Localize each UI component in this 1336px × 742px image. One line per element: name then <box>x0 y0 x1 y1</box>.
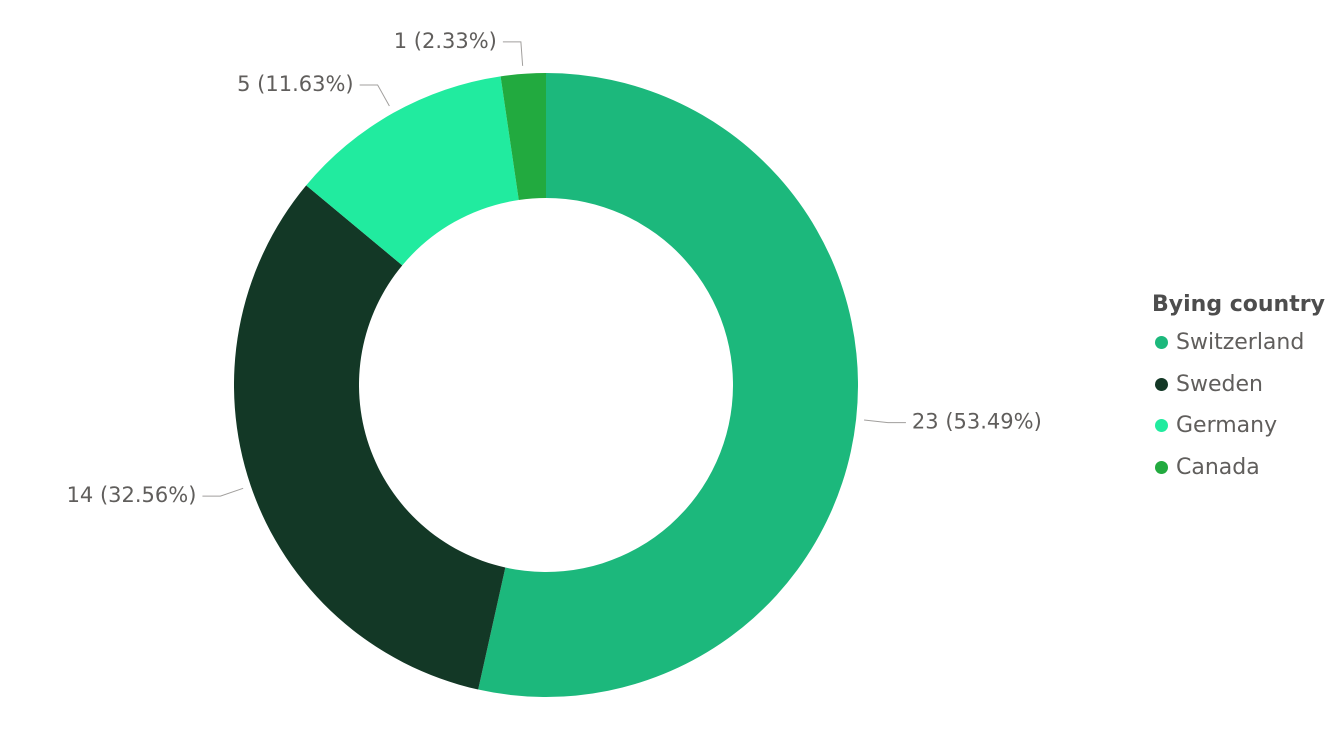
data-labels-layer: 23 (53.49%) 14 (32.56%) 5 (11.63%) 1 (2.33%… <box>67 29 1042 507</box>
leader-line-sweden <box>202 487 244 497</box>
legend-label: Switzerland <box>1176 330 1305 356</box>
slice-sweden[interactable] <box>234 185 506 690</box>
legend-label: Sweden <box>1176 371 1263 397</box>
legend-dot-icon <box>1155 419 1168 433</box>
legend-item-germany[interactable]: Germany <box>1152 405 1336 447</box>
legend-item-sweden[interactable]: Sweden <box>1152 364 1336 406</box>
legend-label: Canada <box>1176 454 1260 480</box>
data-label-canada: 1 (2.33%) <box>394 29 497 53</box>
slice-canada[interactable] <box>500 73 546 200</box>
leader-line-canada <box>502 41 524 66</box>
leader-line-germany <box>359 84 390 107</box>
data-label-germany: 5 (11.63%) <box>237 72 354 96</box>
data-label-switzerland: 23 (53.49%) <box>912 410 1042 434</box>
legend-title: Bying country <box>1152 292 1325 317</box>
legend: Bying country Switzerland Sweden Germany Ca… <box>1152 288 1336 488</box>
slice-switzerland[interactable] <box>478 73 859 697</box>
slice-germany[interactable] <box>306 76 519 266</box>
leader-lines-layer <box>202 41 906 497</box>
data-label-sweden: 14 (32.56%) <box>67 483 197 507</box>
slices-layer <box>234 73 859 697</box>
legend-item-switzerland[interactable]: Switzerland <box>1152 322 1336 364</box>
legend-label: Germany <box>1176 413 1278 439</box>
legend-dot-icon <box>1155 460 1168 474</box>
legend-dot-icon <box>1155 377 1168 391</box>
legend-item-canada[interactable]: Canada <box>1152 447 1336 489</box>
legend-dot-icon <box>1155 336 1168 350</box>
leader-line-switzerland <box>864 419 906 424</box>
legend-items: Switzerland Sweden Germany Canada <box>1152 322 1336 488</box>
